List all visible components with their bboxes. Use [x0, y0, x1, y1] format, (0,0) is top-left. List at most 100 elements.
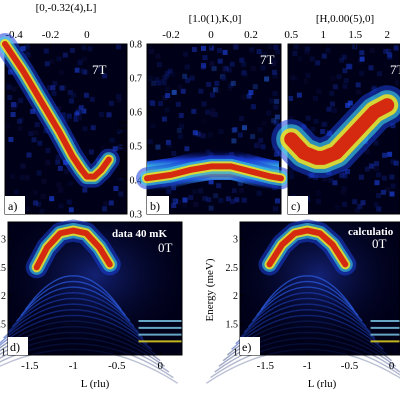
noise-pixel — [56, 56, 62, 62]
continuum-arc — [0, 308, 148, 345]
noise-pixel — [171, 89, 177, 95]
panel-e-y-axis-label: Energy (meV) — [204, 258, 216, 321]
noise-pixel — [45, 160, 51, 166]
noise-pixel — [230, 199, 235, 204]
noise-pixel — [167, 142, 172, 148]
noise-pixel — [288, 169, 294, 175]
continuum-arc — [0, 320, 157, 356]
noise-pixel — [213, 87, 219, 93]
noise-pixel — [321, 121, 327, 127]
noise-pixel — [214, 80, 220, 86]
noise-pixel — [360, 200, 366, 206]
panel-e-x-ticks: -1.5 -1 -0.5 0 — [257, 351, 395, 372]
noise-pixel — [205, 109, 210, 115]
noise-pixel — [156, 62, 162, 68]
continuum-arc — [3, 303, 144, 339]
noise-pixel — [273, 206, 278, 212]
continuum-arc — [226, 320, 388, 356]
noise-pixel — [156, 80, 162, 86]
noise-pixel — [45, 148, 51, 153]
noise-pixel — [241, 61, 247, 67]
noise-pixel — [67, 181, 73, 187]
continuum-arc — [0, 314, 152, 350]
noise-pixel — [24, 44, 30, 50]
noise-pixel — [342, 68, 348, 74]
noise-pixel — [393, 160, 399, 166]
noise-pixel — [316, 88, 322, 94]
noise-pixel — [381, 175, 387, 181]
noise-pixel — [78, 58, 83, 64]
noise-pixel — [158, 101, 163, 107]
panel-d-note: data 40 mK — [112, 228, 167, 240]
noise-pixel — [345, 169, 350, 174]
noise-pixel — [10, 173, 16, 179]
x-tick-label: -0.2 — [162, 29, 179, 41]
noise-pixel — [43, 48, 49, 54]
continuum-arc — [7, 297, 139, 333]
noise-pixel — [371, 87, 377, 93]
noise-pixel — [199, 132, 205, 138]
panel-a-top-title: [0,-0.32(4),L] — [36, 2, 97, 14]
noise-pixel — [371, 85, 377, 91]
continuum-arc — [11, 291, 135, 328]
noise-pixel — [179, 123, 184, 129]
panel-a: [0,-0.32(4),L] -0.4 -0.2 0 7T a) — [0, 2, 128, 215]
noise-pixel — [275, 198, 280, 204]
noise-pixel — [24, 175, 30, 181]
noise-pixel — [109, 137, 115, 143]
noise-pixel — [387, 151, 393, 157]
noise-pixel — [261, 51, 267, 57]
noise-pixel — [213, 193, 219, 199]
noise-pixel — [322, 176, 328, 182]
continuum-arc — [239, 303, 376, 339]
panel-d-label: d) — [10, 340, 20, 354]
noise-pixel — [201, 45, 206, 51]
noise-pixel — [389, 174, 395, 180]
panel-e-label: e) — [242, 340, 251, 354]
x-tick-label: 0.2 — [244, 29, 258, 41]
noise-pixel — [57, 165, 63, 171]
noise-pixel — [17, 118, 23, 124]
noise-pixel — [231, 127, 237, 133]
noise-pixel — [394, 80, 400, 86]
noise-pixel — [248, 90, 254, 95]
noise-pixel — [79, 68, 84, 74]
noise-pixel — [82, 187, 88, 193]
noise-pixel — [221, 75, 227, 81]
noise-pixel — [210, 92, 215, 98]
noise-pixel — [49, 58, 55, 64]
noise-pixel — [232, 44, 238, 50]
noise-pixel — [356, 89, 362, 95]
noise-pixel — [271, 61, 277, 67]
noise-pixel — [328, 177, 334, 183]
continuum-arc — [256, 280, 359, 316]
noise-pixel — [66, 199, 72, 205]
noise-pixel — [59, 85, 65, 91]
noise-pixel — [209, 61, 215, 67]
noise-pixel — [313, 96, 318, 101]
noise-pixel — [161, 80, 167, 86]
noise-pixel — [305, 115, 311, 121]
band-layer — [144, 163, 284, 182]
noise-pixel — [74, 67, 80, 73]
noise-pixel — [103, 201, 109, 207]
noise-pixel — [250, 65, 256, 71]
noise-pixel — [33, 130, 39, 136]
noise-pixel — [359, 70, 365, 76]
noise-pixel — [364, 148, 370, 154]
noise-pixel — [274, 98, 280, 104]
noise-pixel — [176, 128, 182, 133]
noise-pixel — [63, 117, 69, 123]
noise-pixel — [112, 146, 118, 152]
noise-pixel — [231, 188, 237, 194]
panel-e-field-label: 0T — [372, 236, 387, 251]
noise-pixel — [37, 140, 43, 146]
noise-pixel — [193, 202, 199, 207]
noise-pixel — [339, 172, 345, 178]
noise-pixel — [19, 117, 25, 123]
noise-pixel — [176, 199, 182, 205]
noise-pixel — [150, 123, 156, 129]
noise-pixel — [390, 183, 396, 189]
noise-pixel — [272, 69, 277, 75]
noise-pixel — [216, 183, 222, 189]
